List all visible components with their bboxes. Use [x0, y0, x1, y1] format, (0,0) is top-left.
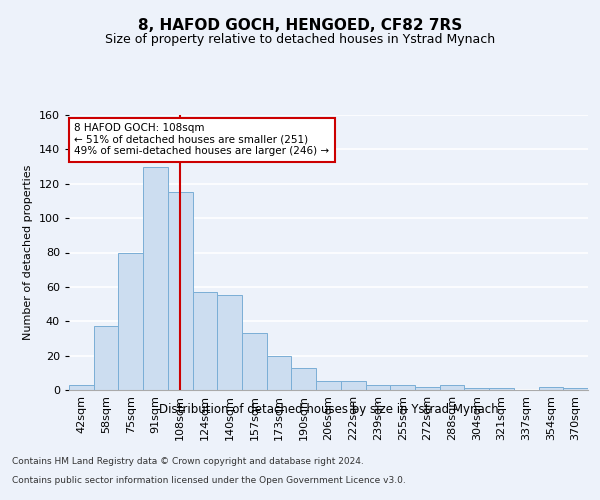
Bar [563, 388, 588, 390]
Text: Size of property relative to detached houses in Ystrad Mynach: Size of property relative to detached ho… [105, 32, 495, 46]
Bar [94, 326, 118, 390]
Bar [267, 356, 292, 390]
Bar [415, 386, 440, 390]
Bar [440, 385, 464, 390]
Bar [168, 192, 193, 390]
Bar [365, 385, 390, 390]
Text: 8, HAFOD GOCH, HENGOED, CF82 7RS: 8, HAFOD GOCH, HENGOED, CF82 7RS [138, 18, 462, 32]
Bar [316, 382, 341, 390]
Bar [464, 388, 489, 390]
Bar [118, 252, 143, 390]
Bar [69, 385, 94, 390]
Text: Contains public sector information licensed under the Open Government Licence v3: Contains public sector information licen… [12, 476, 406, 485]
Bar [292, 368, 316, 390]
Bar [217, 296, 242, 390]
Bar [341, 382, 365, 390]
Bar [143, 166, 168, 390]
Text: Contains HM Land Registry data © Crown copyright and database right 2024.: Contains HM Land Registry data © Crown c… [12, 458, 364, 466]
Y-axis label: Number of detached properties: Number of detached properties [23, 165, 33, 340]
Text: Distribution of detached houses by size in Ystrad Mynach: Distribution of detached houses by size … [159, 402, 499, 415]
Bar [193, 292, 217, 390]
Bar [539, 386, 563, 390]
Bar [489, 388, 514, 390]
Bar [390, 385, 415, 390]
Text: 8 HAFOD GOCH: 108sqm
← 51% of detached houses are smaller (251)
49% of semi-deta: 8 HAFOD GOCH: 108sqm ← 51% of detached h… [74, 123, 329, 156]
Bar [242, 334, 267, 390]
